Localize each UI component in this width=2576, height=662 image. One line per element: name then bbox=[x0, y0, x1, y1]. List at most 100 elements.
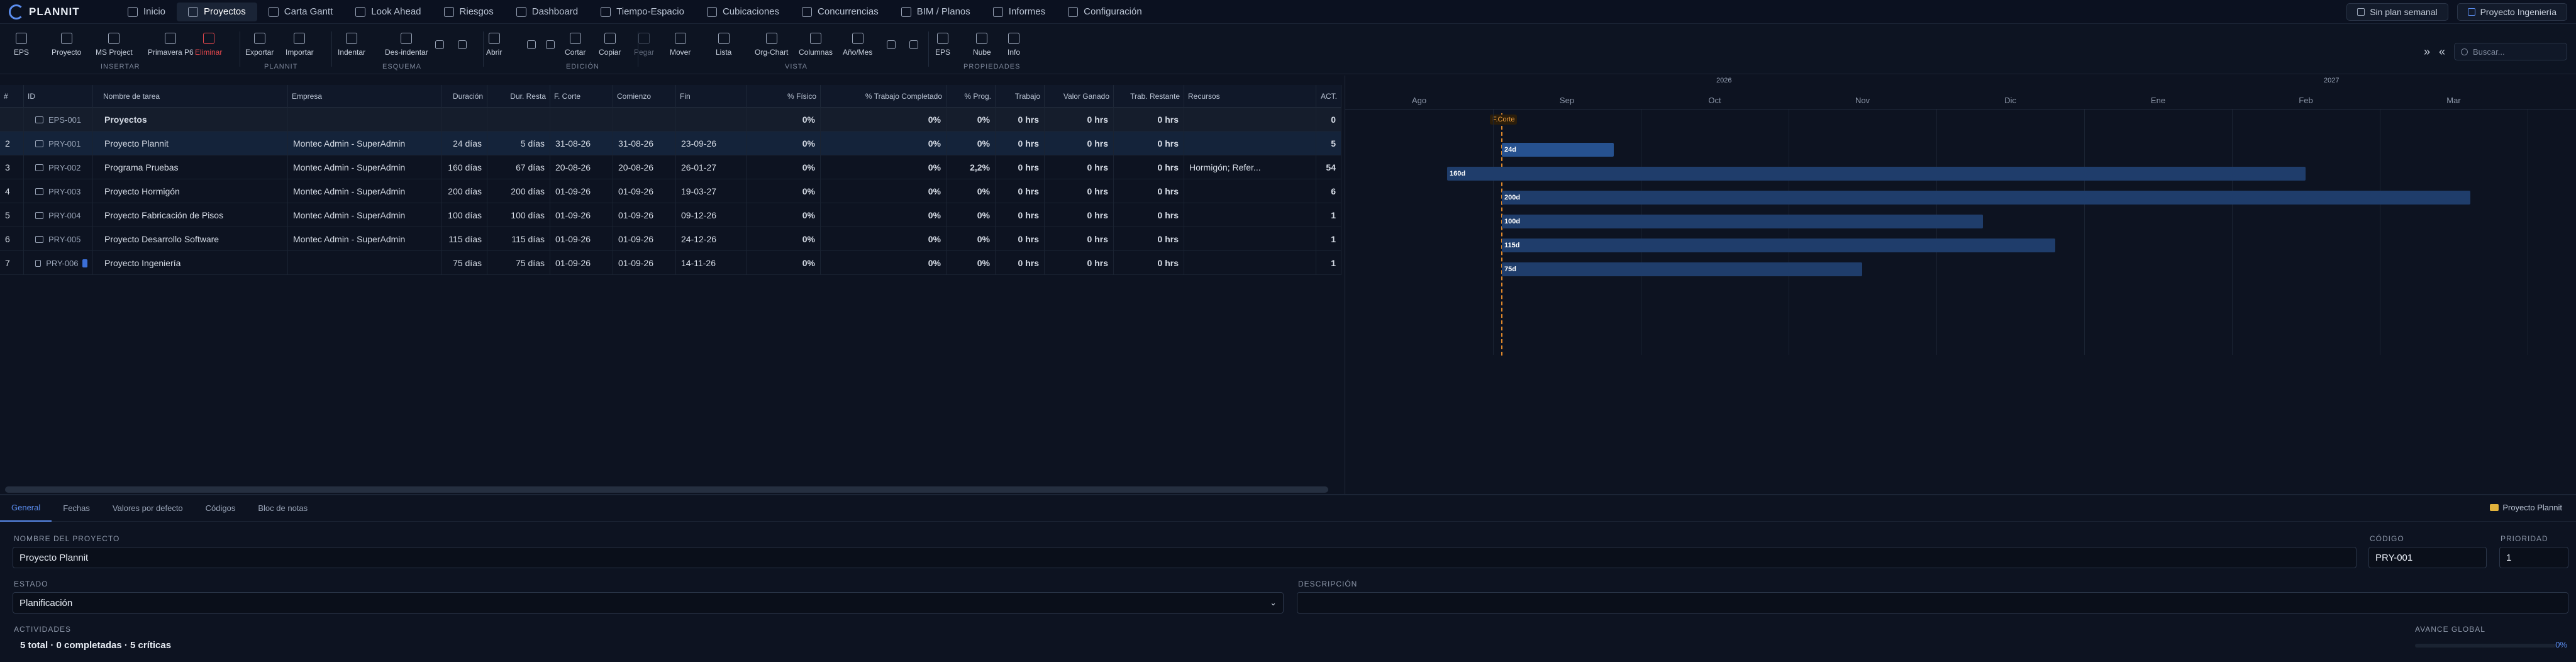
toolbar-eps-button[interactable]: EPS bbox=[14, 33, 29, 57]
toolbar-nube-button[interactable]: Nube bbox=[973, 33, 991, 57]
column-header-dr[interactable]: Dur. Resta bbox=[487, 85, 550, 108]
column-header-name[interactable]: Nombre de tarea bbox=[99, 85, 288, 108]
table-row[interactable]: 4 PRY-003 Proyecto Hormigón Montec Admin - … bbox=[0, 179, 1341, 203]
table-row[interactable]: 6 PRY-005 Proyecto Desarrollo Software Mont… bbox=[0, 227, 1341, 251]
column-header-fc[interactable]: F. Corte bbox=[550, 85, 613, 108]
column-header-tr[interactable]: Trab. Restante bbox=[1114, 85, 1184, 108]
nav-item-inicio[interactable]: Inicio bbox=[116, 0, 177, 24]
column-header-n[interactable]: # bbox=[0, 85, 24, 108]
current-project-button[interactable]: Proyecto Ingeniería bbox=[2457, 3, 2567, 21]
tab-general[interactable]: General bbox=[0, 495, 52, 522]
cell-name[interactable]: Proyecto Ingeniería bbox=[99, 251, 288, 275]
toolbar-eliminar-button[interactable]: Eliminar bbox=[195, 33, 222, 57]
toolbar-primavera-p6-button[interactable]: Primavera P6 bbox=[148, 33, 194, 57]
column-header-id[interactable]: ID bbox=[24, 85, 93, 108]
eps-row[interactable]: EPS-001 Proyectos 0% 0% 0% 0 hrs 0 hrs 0 hrs 0 bbox=[0, 108, 1341, 132]
project-name-field[interactable]: Proyecto Plannit bbox=[13, 547, 2357, 568]
nav-item-concurrencias[interactable]: Concurrencias bbox=[791, 0, 890, 24]
nav-item-tiempo-espacio[interactable]: Tiempo-Espacio bbox=[589, 0, 696, 24]
cell-name[interactable]: Proyecto Desarrollo Software bbox=[99, 227, 288, 251]
nav-item-bim-planos[interactable]: BIM / Planos bbox=[890, 0, 982, 24]
cell-name[interactable]: Programa Pruebas bbox=[99, 155, 288, 179]
gantt-bar[interactable]: 24d bbox=[1502, 143, 1614, 157]
cell-dr: 115 días bbox=[487, 227, 550, 251]
toolbar-des-indentar-button[interactable]: Des-indentar bbox=[385, 33, 428, 57]
priority-field[interactable]: 1 bbox=[2499, 547, 2568, 568]
toolbar-abrir-button[interactable]: Abrir bbox=[486, 33, 502, 57]
toolbar-indentar-button[interactable]: Indentar bbox=[338, 33, 365, 57]
column-header-prog[interactable]: % Prog. bbox=[947, 85, 996, 108]
nav-item-look-ahead[interactable]: Look Ahead bbox=[344, 0, 432, 24]
global-progress-label: AVANCE GLOBAL bbox=[2415, 625, 2485, 634]
nav-item-proyectos[interactable]: Proyectos bbox=[177, 2, 257, 21]
column-header-tc[interactable]: % Trabajo Completado bbox=[821, 85, 947, 108]
toolbar-importar-button[interactable]: Importar bbox=[286, 33, 314, 57]
toolbar-lista-button[interactable]: Lista bbox=[716, 33, 731, 57]
settings-icon[interactable] bbox=[527, 40, 536, 49]
state-select[interactable]: Planificación ⌄ bbox=[13, 592, 1284, 614]
info-icon bbox=[1008, 33, 1019, 44]
moveup-icon[interactable] bbox=[435, 40, 444, 49]
app-logo[interactable]: PLANNIT bbox=[0, 4, 116, 20]
toolbar-org-chart-button[interactable]: Org-Chart bbox=[755, 33, 788, 57]
toolbar-cortar-button[interactable]: Cortar bbox=[565, 33, 586, 57]
toolbar-ms-project-button[interactable]: MS Project bbox=[96, 33, 133, 57]
tab-bloc-de-notas[interactable]: Bloc de notas bbox=[258, 503, 308, 513]
toolbar-info-button[interactable]: Info bbox=[1008, 33, 1020, 57]
toolbar-columnas-button[interactable]: Columnas bbox=[799, 33, 833, 57]
nav-item-dashboard[interactable]: Dashboard bbox=[505, 0, 589, 24]
collapse-right-button[interactable]: » bbox=[2423, 45, 2430, 58]
gantt-bar[interactable]: 75d bbox=[1502, 262, 1862, 276]
zoom-out-icon[interactable] bbox=[909, 40, 918, 49]
code-field[interactable]: PRY-001 bbox=[2368, 547, 2487, 568]
column-header-com[interactable]: Comienzo bbox=[613, 85, 676, 108]
gantt-bar[interactable]: 160d bbox=[1447, 167, 2306, 181]
toolbar-mover-button[interactable]: Mover bbox=[670, 33, 691, 57]
weekly-plan-button[interactable]: Sin plan semanal bbox=[2346, 3, 2448, 21]
cell-name[interactable]: Proyecto Plannit bbox=[99, 132, 288, 155]
toolbar-eps-button[interactable]: EPS bbox=[935, 33, 950, 57]
column-header-fis[interactable]: % Físico bbox=[747, 85, 821, 108]
cell-name[interactable]: Proyecto Fabricación de Pisos bbox=[99, 203, 288, 227]
search-icon bbox=[2461, 48, 2468, 55]
tab-valores-por-defecto[interactable]: Valores por defecto bbox=[112, 503, 183, 513]
nav-item-configuraci-n[interactable]: Configuración bbox=[1057, 0, 1153, 24]
description-field[interactable] bbox=[1297, 592, 2568, 614]
nav-item-riesgos[interactable]: Riesgos bbox=[433, 0, 505, 24]
cell-tc: 0% bbox=[821, 203, 947, 227]
cell-trab: 0 hrs bbox=[996, 179, 1045, 203]
toolbar-proyecto-button[interactable]: Proyecto bbox=[52, 33, 81, 57]
column-header-vg[interactable]: Valor Ganado bbox=[1045, 85, 1114, 108]
toolbar-copiar-button[interactable]: Copiar bbox=[599, 33, 621, 57]
column-header-rec[interactable]: Recursos bbox=[1184, 85, 1316, 108]
search-input[interactable]: Buscar... bbox=[2454, 43, 2567, 60]
gantt-bar[interactable]: 200d bbox=[1502, 191, 2470, 205]
table-row[interactable]: 5 PRY-004 Proyecto Fabricación de Pisos Mon… bbox=[0, 203, 1341, 227]
nav-item-cubicaciones[interactable]: Cubicaciones bbox=[696, 0, 791, 24]
nav-item-carta-gantt[interactable]: Carta Gantt bbox=[257, 0, 345, 24]
panel-divider[interactable] bbox=[0, 494, 2576, 495]
column-header-act[interactable]: ACT. bbox=[1316, 85, 1341, 108]
toolbar-exportar-button[interactable]: Exportar bbox=[245, 33, 274, 57]
tab-fechas[interactable]: Fechas bbox=[63, 503, 90, 513]
nav-item-informes[interactable]: Informes bbox=[982, 0, 1057, 24]
cell-name[interactable]: Proyectos bbox=[99, 108, 288, 132]
gantt-bar[interactable]: 115d bbox=[1502, 238, 2055, 252]
grid-horizontal-scrollbar[interactable] bbox=[5, 486, 1328, 493]
column-header-dur[interactable]: Duración bbox=[442, 85, 487, 108]
column-header-trab[interactable]: Trabajo bbox=[996, 85, 1045, 108]
zoom-in-icon[interactable] bbox=[887, 40, 896, 49]
table-row[interactable]: 7 PRY-006 Proyecto Ingeniería 75 días 75 día… bbox=[0, 251, 1341, 275]
collapse-left-button[interactable]: « bbox=[2438, 45, 2445, 58]
toolbar-pegar-button[interactable]: Pegar bbox=[634, 33, 654, 57]
toolbar-a-o-mes-button[interactable]: Año/Mes bbox=[843, 33, 872, 57]
gantt-bar[interactable]: 100d bbox=[1502, 215, 1983, 228]
movedown-icon[interactable] bbox=[458, 40, 467, 49]
column-header-emp[interactable]: Empresa bbox=[288, 85, 442, 108]
cell-name[interactable]: Proyecto Hormigón bbox=[99, 179, 288, 203]
column-header-fin[interactable]: Fin bbox=[676, 85, 747, 108]
table-row[interactable]: 3 PRY-002 Programa Pruebas Montec Admin - S… bbox=[0, 155, 1341, 179]
table-row[interactable]: 2 PRY-001 Proyecto Plannit Montec Admin - S… bbox=[0, 132, 1341, 155]
settings-icon[interactable] bbox=[546, 40, 555, 49]
tab-c-digos[interactable]: Códigos bbox=[205, 503, 236, 513]
